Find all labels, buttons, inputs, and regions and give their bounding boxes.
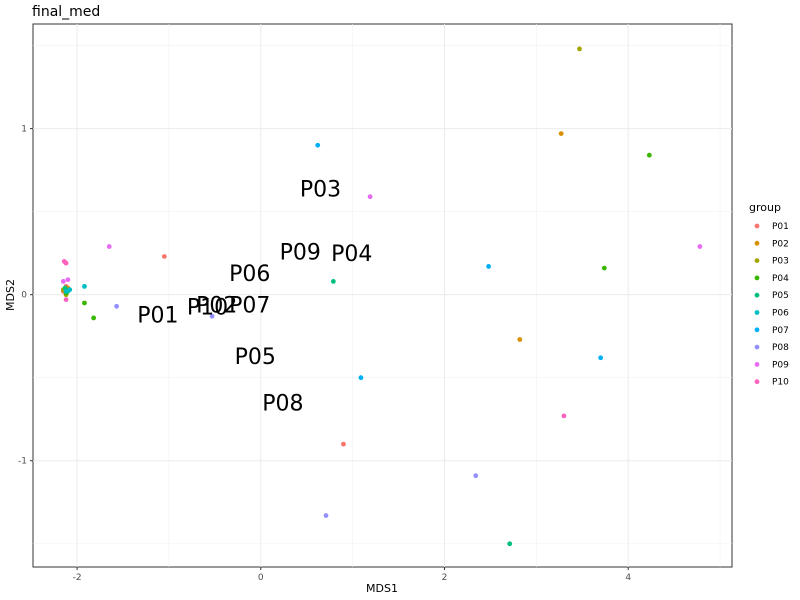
- data-point-p10: [63, 297, 69, 303]
- panel-border: [32, 23, 733, 568]
- legend-title: group: [749, 201, 781, 214]
- data-point-p09: [367, 194, 373, 200]
- data-point-p02: [517, 337, 523, 342]
- legend-key-p06: [754, 310, 760, 315]
- data-point-p08: [114, 303, 119, 309]
- x-tick-label: 4: [625, 573, 631, 583]
- data-point-p06: [82, 283, 87, 289]
- legend-label-p08: P08: [772, 343, 789, 353]
- group-label-p10: P10: [187, 295, 228, 320]
- group-label-p03: P03: [300, 177, 341, 202]
- legend-key-p10: [754, 379, 760, 385]
- legend-key-p04: [754, 275, 760, 281]
- y-tick-label: 0: [21, 291, 27, 301]
- group-label-p05: P05: [235, 345, 276, 370]
- legend-label-p10: P10: [772, 378, 789, 388]
- group-label-p07: P07: [229, 294, 270, 319]
- group-label-p01: P01: [137, 304, 178, 329]
- y-axis-label: MDS2: [4, 279, 17, 311]
- data-point-p06: [63, 288, 69, 294]
- legend-label-p07: P07: [772, 326, 789, 336]
- data-point-p05: [330, 278, 336, 284]
- data-point-p09: [106, 244, 112, 249]
- legend-label-p05: P05: [772, 291, 789, 301]
- y-tick-label: -1: [18, 457, 27, 467]
- y-tick-label: 1: [21, 125, 27, 135]
- legend-key-p05: [754, 292, 760, 298]
- legend-label-p09: P09: [772, 360, 789, 370]
- data-point-p05: [507, 541, 513, 547]
- legend-label-p03: P03: [772, 257, 789, 267]
- legend-label-p04: P04: [772, 274, 789, 284]
- data-point-p07: [315, 142, 321, 148]
- group-label-p06: P06: [229, 262, 270, 287]
- group-label-p04: P04: [331, 242, 372, 267]
- data-point-p09: [697, 244, 703, 249]
- plot-panel: [32, 23, 733, 568]
- points: [60, 46, 703, 547]
- group-label-p02: P02: [196, 294, 237, 319]
- x-tick-label: 0: [258, 573, 264, 583]
- data-point-p04: [91, 315, 97, 321]
- legend-key-p03: [754, 258, 760, 263]
- data-point-p07: [358, 375, 364, 381]
- data-point-p09: [60, 278, 66, 284]
- x-axis-label: MDS1: [366, 582, 398, 595]
- legend-key-p08: [754, 344, 760, 350]
- data-point-p07: [486, 264, 491, 269]
- legend-key-p07: [754, 327, 760, 333]
- legend-label-p06: P06: [772, 309, 789, 319]
- data-point-p06: [67, 287, 73, 293]
- data-point-p07: [598, 355, 604, 361]
- chart-title: final_med: [32, 4, 100, 20]
- legend-key-p01: [754, 223, 760, 229]
- data-point-p01: [161, 254, 167, 259]
- data-point-p10: [561, 413, 567, 419]
- data-point-p08: [323, 513, 329, 518]
- data-point-p10: [63, 260, 69, 266]
- data-point-p04: [646, 152, 652, 158]
- legend-label-p01: P01: [772, 222, 789, 232]
- data-point-p02: [558, 131, 564, 136]
- data-point-p03: [577, 46, 582, 52]
- data-point-p09: [65, 277, 71, 283]
- data-point-p08: [473, 473, 479, 479]
- data-point-p04: [82, 300, 87, 306]
- legend-key-p02: [754, 240, 760, 246]
- data-point-p01: [341, 441, 346, 447]
- group-label-p09: P09: [280, 240, 321, 265]
- data-point-p08: [209, 313, 215, 319]
- axes: -2 0 2 4 -1 0 1: [18, 125, 631, 583]
- group-label-p08: P08: [262, 392, 303, 417]
- x-tick-label: 2: [442, 573, 448, 583]
- legend: group P01 P02 P03 P04 P05 P06 P07 P08 P09 P10: [749, 201, 789, 388]
- legend-label-p02: P02: [772, 239, 789, 249]
- data-point-p04: [601, 265, 607, 271]
- legend-key-p09: [754, 362, 760, 367]
- grid: [33, 24, 732, 567]
- x-tick-label: -2: [73, 573, 82, 583]
